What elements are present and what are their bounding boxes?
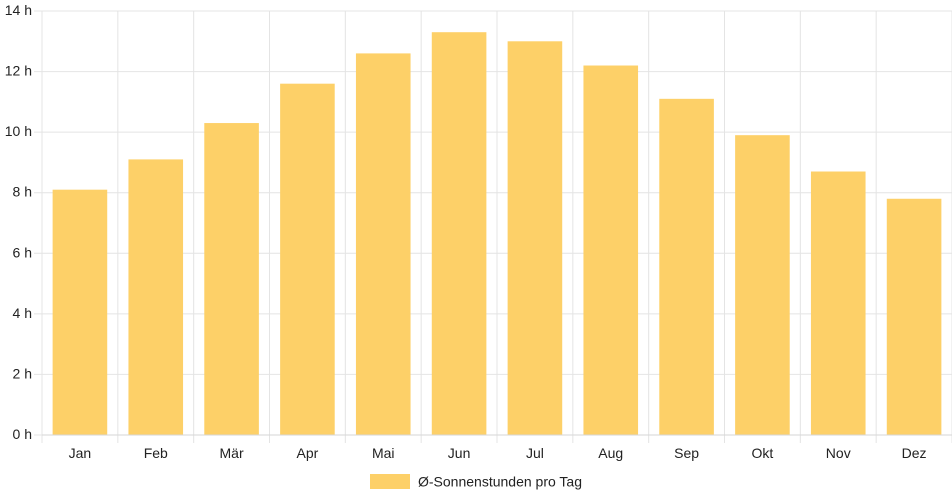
y-tick-label: 10 h — [5, 123, 32, 139]
bar-dez[interactable] — [886, 198, 942, 435]
bar-jul[interactable] — [507, 41, 563, 436]
x-tick-label: Sep — [674, 445, 699, 461]
y-tick-label: 14 h — [5, 2, 32, 18]
y-tick-label: 6 h — [13, 244, 32, 260]
bar-aug[interactable] — [583, 65, 639, 435]
bar-jan[interactable] — [52, 189, 108, 435]
x-tick-label: Mai — [372, 445, 395, 461]
bar-apr[interactable] — [280, 83, 335, 435]
y-tick-label: 4 h — [13, 305, 32, 321]
y-tick-label: 2 h — [13, 365, 32, 381]
x-tick-label: Okt — [752, 445, 774, 461]
y-tick-label: 8 h — [13, 184, 32, 200]
bar-sep[interactable] — [659, 98, 714, 435]
bar-jun[interactable] — [431, 32, 487, 435]
x-tick-label: Jul — [526, 445, 544, 461]
x-tick-label: Mär — [220, 445, 244, 461]
bar-feb[interactable] — [128, 159, 184, 435]
y-tick-label: 12 h — [5, 63, 32, 79]
x-tick-label: Apr — [297, 445, 319, 461]
y-tick-label: 0 h — [13, 426, 32, 442]
bar-nov[interactable] — [810, 171, 866, 435]
bar-mär[interactable] — [204, 123, 259, 436]
x-tick-label: Nov — [826, 445, 851, 461]
bar-okt[interactable] — [735, 135, 790, 435]
bar-mai[interactable] — [355, 53, 411, 436]
x-tick-label: Feb — [144, 445, 168, 461]
x-tick-label: Jan — [69, 445, 92, 461]
bars — [52, 32, 942, 436]
legend[interactable]: Ø-Sonnenstunden pro Tag — [370, 474, 582, 490]
axes: 0 h 2 h 4 h 6 h 8 h 10 h 12 h 14 h Jan Feb Mär Apr M… — [5, 2, 952, 461]
x-tick-label: Jun — [448, 445, 471, 461]
legend-swatch — [370, 474, 410, 489]
x-tick-label: Aug — [598, 445, 623, 461]
legend-label: Ø-Sonnenstunden pro Tag — [418, 474, 582, 490]
grid — [34, 10, 952, 443]
x-tick-label: Dez — [902, 445, 927, 461]
